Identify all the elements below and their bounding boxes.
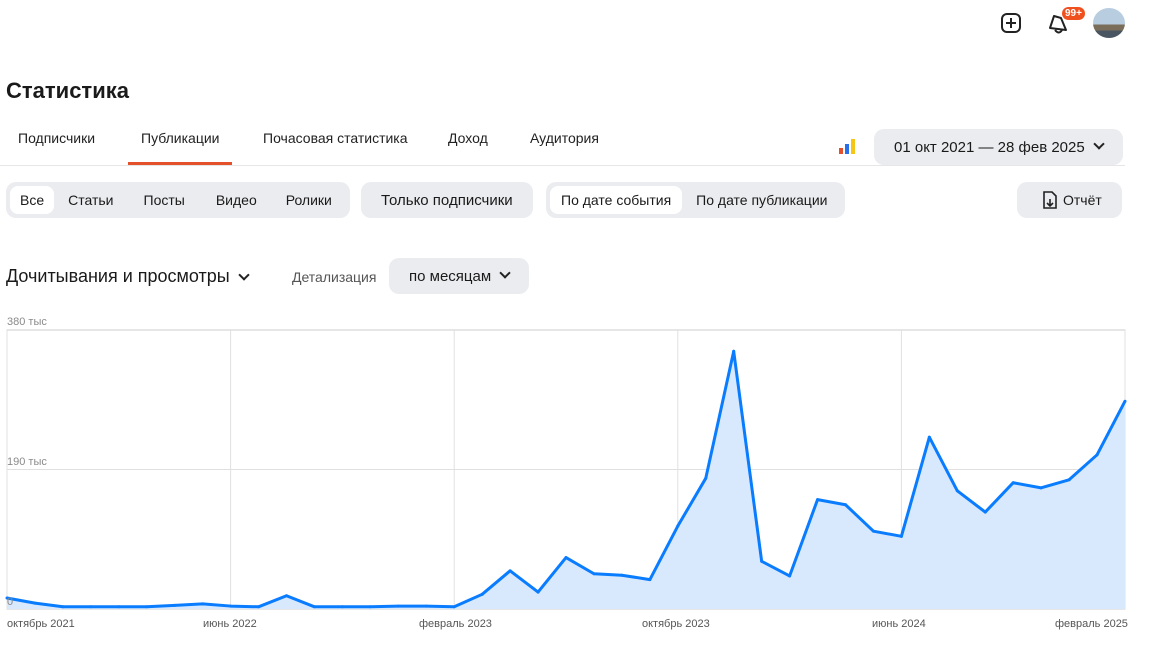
data-point <box>312 605 316 609</box>
filter-articles[interactable]: Статьи <box>68 192 114 208</box>
x-tick-label: июнь 2022 <box>203 618 257 630</box>
data-point <box>927 435 931 439</box>
avatar[interactable] <box>1093 8 1125 38</box>
data-point <box>788 574 792 578</box>
data-point <box>368 605 372 609</box>
bar-chart-icon <box>839 139 855 154</box>
metric-selector-label: Дочитывания и просмотры <box>6 266 230 286</box>
data-point <box>480 592 484 596</box>
x-tick-label: октябрь 2023 <box>642 618 710 630</box>
date-range-value: 01 окт 2021 — 28 фев 2025 <box>894 138 1085 156</box>
data-point <box>871 529 875 533</box>
add-button[interactable] <box>1000 12 1022 39</box>
data-point <box>676 524 680 528</box>
data-point <box>1123 399 1127 403</box>
y-tick-label: 380 тыс <box>7 316 47 328</box>
data-point <box>955 489 959 493</box>
x-tick-label: июнь 2024 <box>872 618 926 630</box>
x-tick-label: февраль 2025 <box>1055 618 1128 630</box>
data-point <box>1039 486 1043 490</box>
data-point <box>844 503 847 507</box>
bell-icon <box>1049 15 1067 34</box>
data-point <box>173 603 177 607</box>
data-point <box>396 604 400 608</box>
data-point <box>760 559 764 563</box>
data-point <box>89 605 93 609</box>
data-point <box>592 572 596 576</box>
y-tick-label: 190 тыс <box>7 456 47 468</box>
data-point <box>564 556 568 560</box>
filter-posts[interactable]: Посты <box>143 192 185 208</box>
tab-audience[interactable]: Аудитория <box>530 130 599 146</box>
type-filter: Все Статьи Посты Видео Ролики <box>6 182 350 218</box>
plus-square-icon <box>1001 13 1021 33</box>
data-point <box>61 605 65 609</box>
filter-video[interactable]: Видео <box>215 192 257 208</box>
data-point <box>508 569 512 573</box>
data-point <box>257 605 261 609</box>
data-point <box>117 605 121 609</box>
report-download-icon <box>1043 191 1057 209</box>
data-point <box>816 498 820 502</box>
data-point <box>1011 481 1015 485</box>
filter-all[interactable]: Все <box>10 186 55 214</box>
data-point <box>5 596 9 600</box>
data-point <box>145 605 149 609</box>
metric-selector[interactable]: Дочитывания и просмотры <box>6 266 250 287</box>
data-point <box>983 510 987 514</box>
data-point <box>732 349 736 353</box>
data-point <box>704 476 708 480</box>
tab-hourly[interactable]: Почасовая статистика <box>263 130 408 146</box>
data-point <box>536 590 540 594</box>
filter-shorts[interactable]: Ролики <box>285 192 332 208</box>
x-tick-label: октябрь 2021 <box>7 618 75 630</box>
notifications-badge: 99+ <box>1062 7 1085 20</box>
detail-value: по месяцам <box>409 267 492 285</box>
data-point <box>340 605 344 609</box>
notifications-button[interactable]: 99+ <box>1046 7 1085 41</box>
date-mode-filter: По дате события По дате публикации <box>546 182 846 218</box>
mode-publication-date[interactable]: По дате публикации <box>696 192 828 208</box>
data-point <box>285 594 288 598</box>
data-point <box>648 578 652 582</box>
subscribers-only-toggle[interactable]: Только подписчики <box>361 182 533 218</box>
page-title: Статистика <box>6 78 129 103</box>
detail-label: Детализация <box>292 269 377 285</box>
y-tick-label: 0 <box>7 596 14 608</box>
detail-dropdown[interactable]: по месяцам <box>389 258 530 294</box>
data-point <box>33 601 37 605</box>
data-point <box>899 534 903 538</box>
data-point <box>620 573 624 577</box>
data-point <box>229 604 233 608</box>
tab-publications[interactable]: Публикации <box>128 130 233 165</box>
tab-income[interactable]: Доход <box>448 130 488 146</box>
data-point <box>424 604 428 608</box>
date-range-picker[interactable]: 01 окт 2021 — 28 фев 2025 <box>874 129 1123 165</box>
tabs: Подписчики Публикации Почасовая статисти… <box>0 120 1125 166</box>
report-button[interactable]: Отчёт <box>1017 182 1122 218</box>
data-point <box>452 605 456 609</box>
data-point <box>201 602 205 606</box>
mode-event-date[interactable]: По дате события <box>550 186 683 214</box>
report-label: Отчёт <box>1063 192 1102 208</box>
tab-subscribers[interactable]: Подписчики <box>18 130 96 146</box>
x-tick-label: февраль 2023 <box>419 618 492 630</box>
data-point <box>1095 453 1099 457</box>
data-point <box>1067 478 1071 482</box>
area-fill <box>7 351 1125 609</box>
